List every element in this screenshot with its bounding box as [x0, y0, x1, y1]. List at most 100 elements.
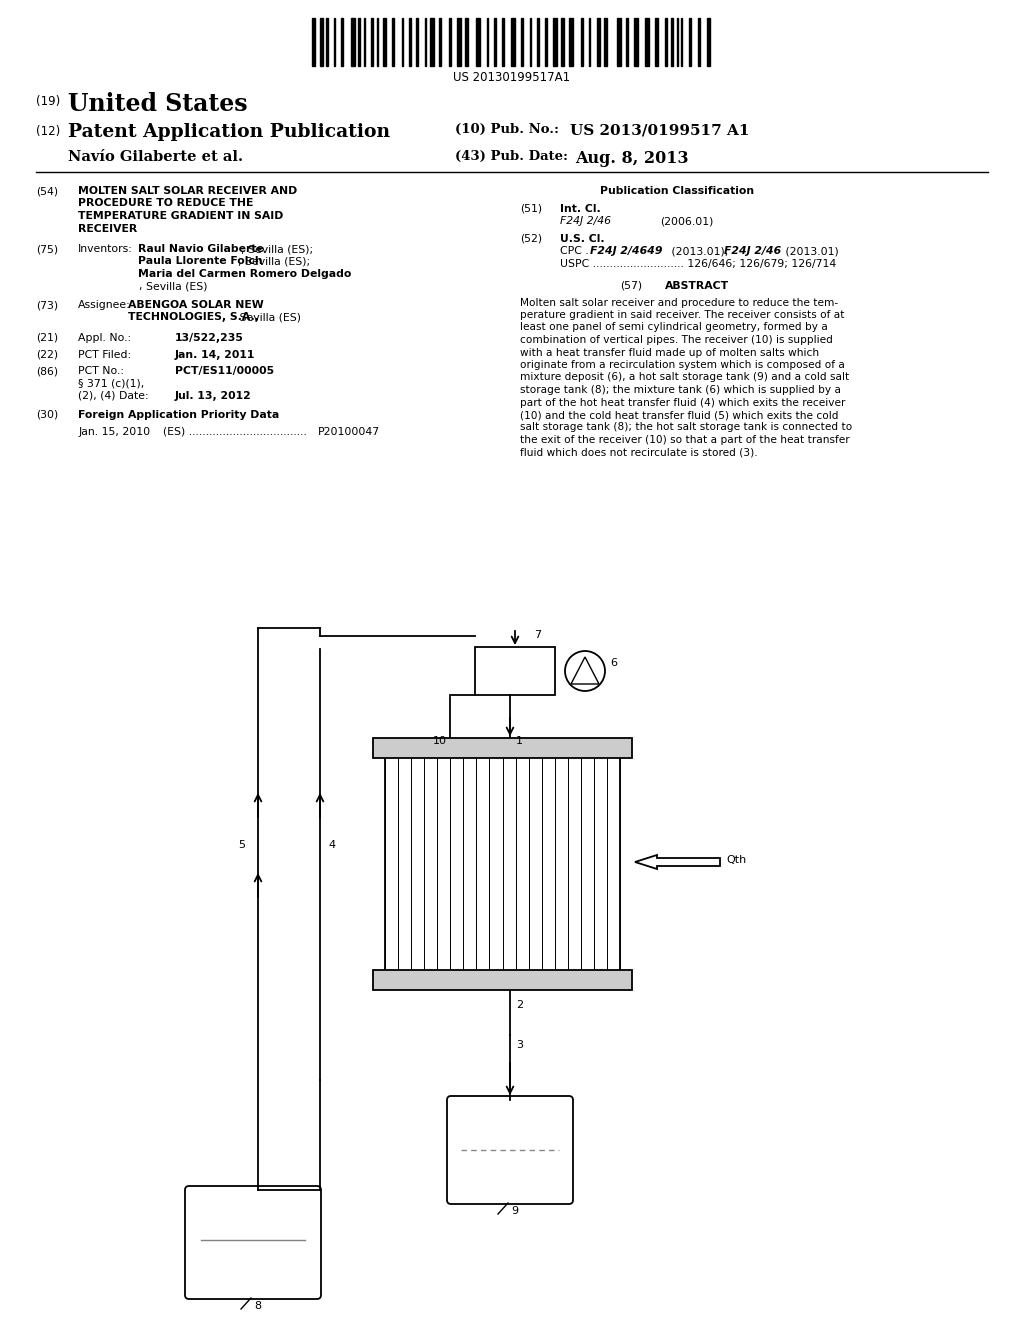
Text: least one panel of semi cylindrical geometry, formed by a: least one panel of semi cylindrical geom…	[520, 322, 827, 333]
Text: with a heat transfer fluid made up of molten salts which: with a heat transfer fluid made up of mo…	[520, 347, 819, 358]
FancyArrow shape	[635, 855, 720, 869]
Bar	[698, 18, 700, 66]
Text: (2), (4) Date:: (2), (4) Date:	[78, 391, 148, 401]
Text: , Sevilla (ES);: , Sevilla (ES);	[241, 244, 313, 253]
Text: MOLTEN SALT SOLAR RECEIVER AND: MOLTEN SALT SOLAR RECEIVER AND	[78, 186, 297, 195]
Text: US 20130199517A1: US 20130199517A1	[454, 71, 570, 84]
Bar	[537, 18, 539, 66]
Bar	[655, 18, 658, 66]
Bar	[626, 18, 628, 66]
Bar	[494, 18, 496, 66]
Text: 3: 3	[516, 1040, 523, 1049]
Bar	[373, 738, 632, 758]
Text: PROCEDURE TO REDUCE THE: PROCEDURE TO REDUCE THE	[78, 198, 253, 209]
Bar	[465, 18, 468, 66]
Text: (2013.01): (2013.01)	[782, 246, 839, 256]
Text: Qth: Qth	[726, 855, 746, 865]
Bar	[665, 18, 667, 66]
Text: TEMPERATURE GRADIENT IN SAID: TEMPERATURE GRADIENT IN SAID	[78, 211, 284, 220]
Text: 10: 10	[433, 737, 447, 746]
Text: (12): (12)	[36, 125, 60, 139]
Bar	[383, 18, 386, 66]
Text: US 2013/0199517 A1: US 2013/0199517 A1	[570, 123, 750, 137]
Text: (ES) ...................................: (ES) ...................................	[163, 426, 307, 437]
Text: (2006.01): (2006.01)	[660, 216, 714, 226]
Text: Foreign Application Priority Data: Foreign Application Priority Data	[78, 409, 280, 420]
Bar	[597, 18, 600, 66]
Text: Maria del Carmen Romero Delgado: Maria del Carmen Romero Delgado	[138, 269, 351, 279]
Bar	[475, 647, 555, 696]
Bar	[319, 18, 323, 66]
Bar	[351, 18, 355, 66]
Text: § 371 (c)(1),: § 371 (c)(1),	[78, 379, 144, 388]
Text: U.S. Cl.: U.S. Cl.	[560, 234, 604, 243]
Text: part of the hot heat transfer fluid (4) which exits the receiver: part of the hot heat transfer fluid (4) …	[520, 397, 846, 408]
Text: mixture deposit (6), a hot salt storage tank (9) and a cold salt: mixture deposit (6), a hot salt storage …	[520, 372, 849, 383]
Bar	[553, 18, 557, 66]
Text: (57): (57)	[620, 281, 642, 290]
Text: (10) Pub. No.:: (10) Pub. No.:	[455, 123, 559, 136]
Text: Jul. 13, 2012: Jul. 13, 2012	[175, 391, 252, 401]
Text: (30): (30)	[36, 409, 58, 420]
Text: Int. Cl.: Int. Cl.	[560, 203, 601, 214]
Bar	[371, 18, 373, 66]
Bar	[561, 18, 564, 66]
Text: F24J 2/46: F24J 2/46	[560, 216, 611, 226]
Text: Sevilla (ES): Sevilla (ES)	[236, 313, 301, 322]
Text: ,: ,	[138, 281, 141, 292]
Text: the exit of the receiver (10) so that a part of the heat transfer: the exit of the receiver (10) so that a …	[520, 436, 850, 445]
Bar	[545, 18, 547, 66]
Text: (22): (22)	[36, 350, 58, 359]
Text: (51): (51)	[520, 203, 542, 214]
Bar	[416, 18, 418, 66]
Bar	[341, 18, 343, 66]
Text: P20100047: P20100047	[318, 426, 380, 437]
Text: 8: 8	[254, 1302, 261, 1311]
Bar	[634, 18, 638, 66]
Bar	[604, 18, 607, 66]
Text: fluid which does not recirculate is stored (3).: fluid which does not recirculate is stor…	[520, 447, 758, 458]
Bar	[457, 18, 461, 66]
Text: (21): (21)	[36, 333, 58, 343]
Bar	[502, 18, 504, 66]
Text: CPC .: CPC .	[560, 246, 592, 256]
Bar	[439, 18, 441, 66]
Text: 1: 1	[516, 737, 523, 746]
Bar	[511, 18, 515, 66]
Text: ABSTRACT: ABSTRACT	[665, 281, 729, 290]
FancyBboxPatch shape	[447, 1096, 573, 1204]
Bar	[312, 18, 315, 66]
Text: PCT/ES11/00005: PCT/ES11/00005	[175, 366, 274, 376]
Bar	[430, 18, 434, 66]
Text: storage tank (8); the mixture tank (6) which is supplied by a: storage tank (8); the mixture tank (6) w…	[520, 385, 841, 395]
Text: Navío Gilaberte et al.: Navío Gilaberte et al.	[68, 150, 243, 164]
Text: Patent Application Publication: Patent Application Publication	[68, 123, 390, 141]
Bar	[581, 18, 583, 66]
Text: (73): (73)	[36, 300, 58, 310]
FancyBboxPatch shape	[185, 1185, 321, 1299]
Text: United States: United States	[68, 92, 248, 116]
Text: (75): (75)	[36, 244, 58, 253]
Bar	[689, 18, 691, 66]
Text: Molten salt solar receiver and procedure to reduce the tem-: Molten salt solar receiver and procedure…	[520, 297, 838, 308]
Bar	[671, 18, 673, 66]
Text: (52): (52)	[520, 234, 542, 243]
Text: (54): (54)	[36, 186, 58, 195]
Bar	[476, 18, 480, 66]
Text: Jan. 14, 2011: Jan. 14, 2011	[175, 350, 255, 359]
Text: (19): (19)	[36, 95, 60, 108]
Circle shape	[565, 651, 605, 690]
Text: (86): (86)	[36, 366, 58, 376]
Text: Appl. No.:: Appl. No.:	[78, 333, 131, 343]
Text: (10) and the cold heat transfer fluid (5) which exits the cold: (10) and the cold heat transfer fluid (5…	[520, 411, 839, 420]
Text: combination of vertical pipes. The receiver (10) is supplied: combination of vertical pipes. The recei…	[520, 335, 833, 345]
Text: 13/522,235: 13/522,235	[175, 333, 244, 343]
Text: Raul Navio Gilaberte: Raul Navio Gilaberte	[138, 244, 264, 253]
Text: (2013.01);: (2013.01);	[668, 246, 732, 256]
Text: Paula Llorente Folch: Paula Llorente Folch	[138, 256, 262, 267]
Text: Jan. 15, 2010: Jan. 15, 2010	[78, 426, 151, 437]
Bar	[521, 18, 523, 66]
Text: 7: 7	[534, 630, 541, 640]
Text: 9: 9	[511, 1206, 518, 1216]
Text: PCT No.:: PCT No.:	[78, 366, 124, 376]
